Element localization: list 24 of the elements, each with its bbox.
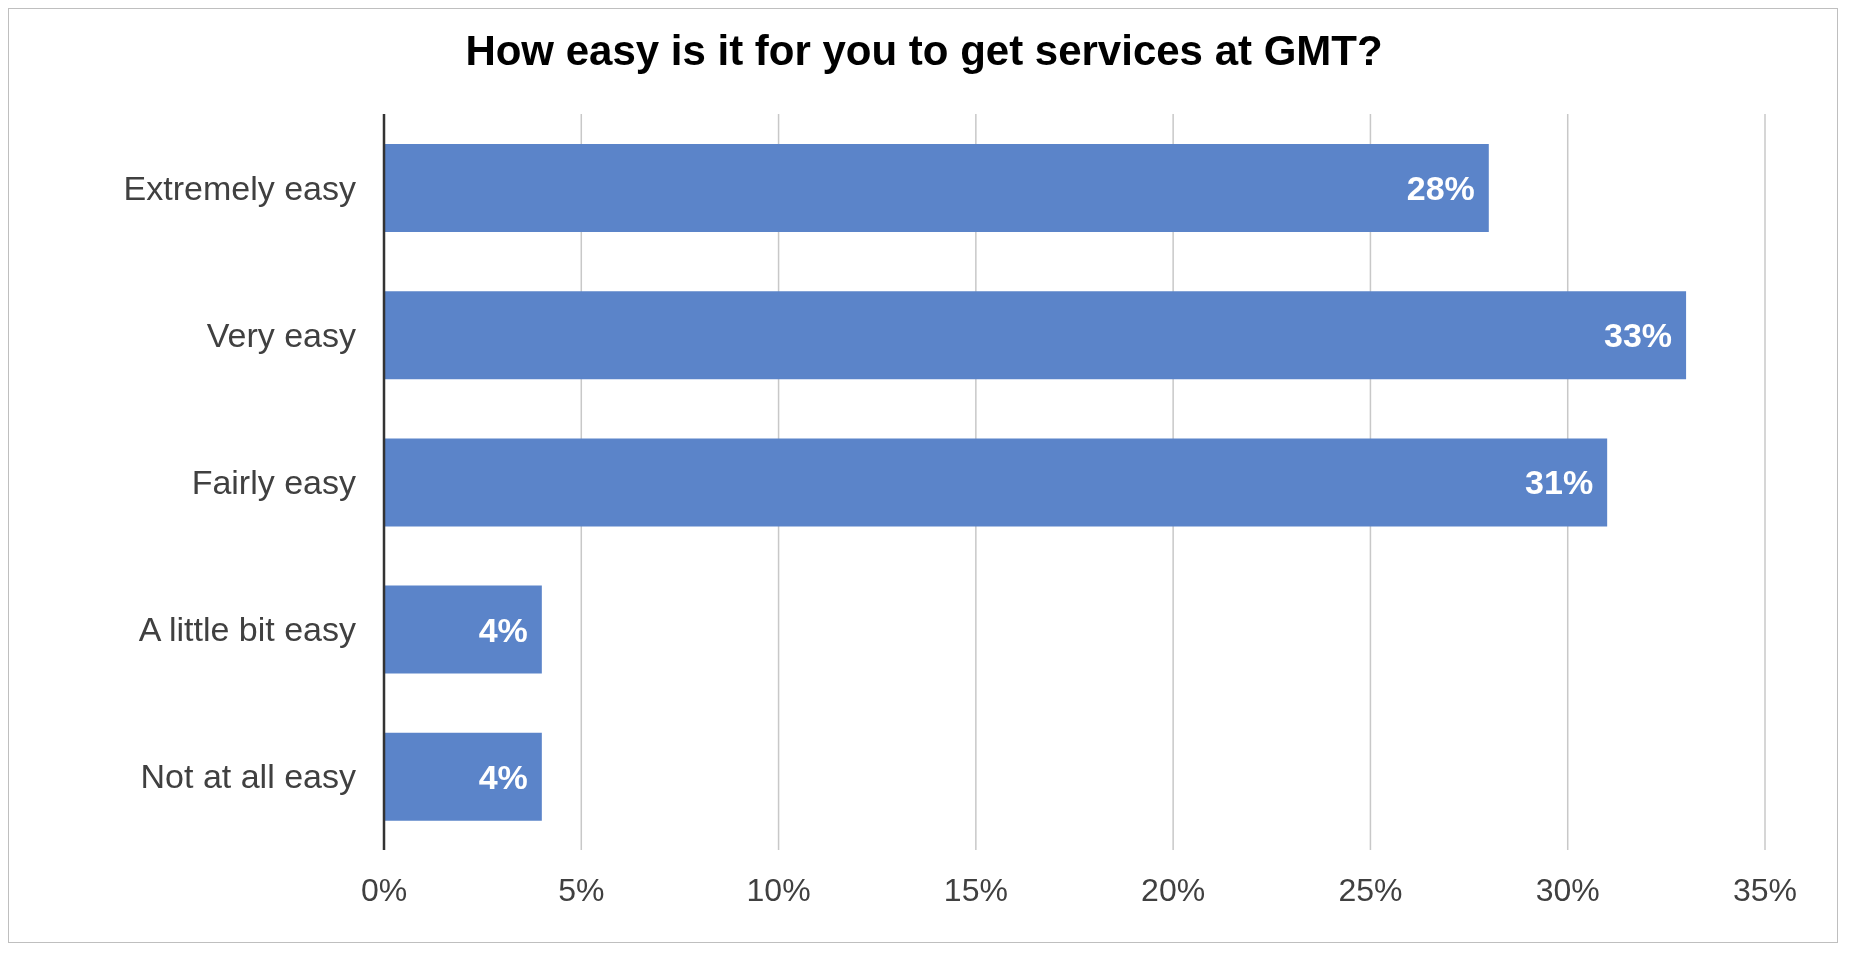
x-tick-label: 0% xyxy=(360,871,408,908)
x-tick-label: 5% xyxy=(558,871,605,908)
x-tick-label: 20% xyxy=(1141,871,1206,908)
bar xyxy=(384,144,1489,232)
chart-title: How easy is it for you to get services at GMT? xyxy=(464,27,1384,75)
bar xyxy=(384,585,542,674)
x-tick-label: 35% xyxy=(1732,871,1798,908)
x-tick-label: 25% xyxy=(1338,871,1403,908)
y-tick-label: A little bit easy xyxy=(138,610,356,649)
y-tick-label: Very easy xyxy=(206,315,356,354)
y-tick-label: Not at all easy xyxy=(140,757,356,796)
data-label: 31% xyxy=(1525,463,1594,502)
x-tick-label: 10% xyxy=(746,871,811,908)
data-label: 28% xyxy=(1406,169,1475,208)
data-label: 4% xyxy=(478,757,528,796)
bar xyxy=(384,291,1687,380)
y-tick-label: Extremely easy xyxy=(123,168,356,207)
data-label: 33% xyxy=(1604,316,1673,355)
x-tick-label: 15% xyxy=(943,871,1008,908)
bar xyxy=(384,438,1608,527)
data-label: 4% xyxy=(478,610,528,649)
y-tick-label: Fairly easy xyxy=(191,463,356,502)
bar xyxy=(384,732,542,821)
x-tick-label: 30% xyxy=(1535,871,1600,908)
